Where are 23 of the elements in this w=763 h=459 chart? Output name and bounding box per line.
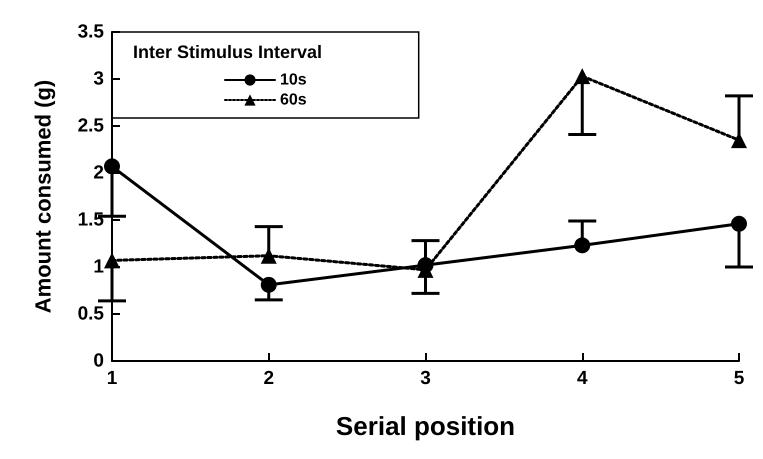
y-tick-label: 3 (93, 68, 104, 90)
legend-title: Inter Stimulus Interval (133, 42, 322, 62)
point (260, 276, 277, 293)
point (731, 216, 747, 232)
point (104, 158, 120, 174)
point (574, 68, 590, 84)
x-tick-label: 4 (576, 368, 588, 389)
x-tick-label: 5 (734, 368, 745, 389)
y-tick-label: 1.5 (78, 210, 104, 230)
y-tick-label: 2.5 (78, 116, 104, 136)
y-tick-label: 0 (93, 350, 104, 372)
y-tick-label: 0.5 (78, 304, 104, 324)
legend-label: 60s (280, 92, 307, 108)
x-tick-label: 2 (263, 368, 274, 389)
y-axis-title: Amount consumed (g) (30, 80, 56, 314)
y-tick-label: 1 (93, 256, 104, 278)
point (574, 237, 590, 254)
legend-label: 10s (280, 72, 307, 88)
x-axis-title: Serial position (336, 411, 516, 441)
y-tick-label: 2 (93, 162, 104, 184)
x-tick-label: 1 (106, 368, 118, 389)
x-tick-label: 3 (420, 368, 431, 389)
y-tick-label: 3.5 (78, 22, 104, 42)
